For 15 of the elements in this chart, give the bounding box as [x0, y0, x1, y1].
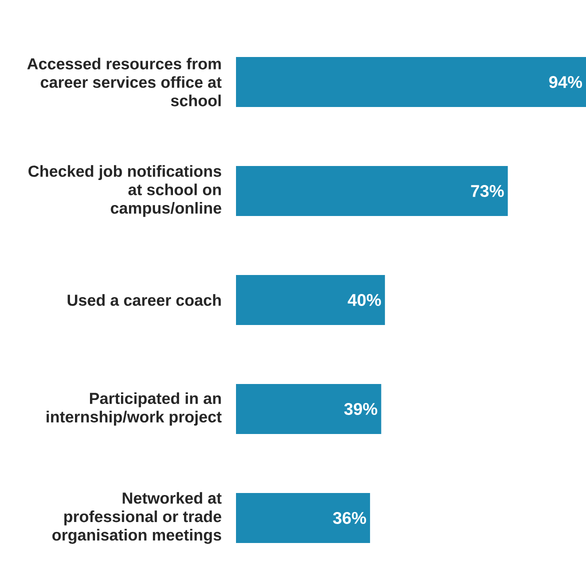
- data-label: 73%: [471, 185, 504, 198]
- data-label: 94%: [549, 76, 582, 88]
- data-label: 36%: [333, 512, 366, 524]
- y-tick-label: Participated in an internship/work project: [46, 392, 222, 426]
- data-label: 40%: [348, 294, 381, 306]
- bar: [236, 166, 508, 216]
- data-label: 39%: [344, 402, 378, 415]
- y-tick-label: Used a career coach: [68, 294, 221, 306]
- bar: [236, 57, 586, 108]
- bar: [236, 384, 382, 434]
- y-tick-label: Accessed resources from career services office at school: [27, 58, 222, 106]
- y-tick-label: Checked job notifications at school on campus/online: [28, 165, 222, 217]
- y-tick-label: Networked at professional or trade organisation meetings: [52, 492, 222, 544]
- bar: [236, 275, 385, 326]
- bar: [236, 492, 370, 543]
